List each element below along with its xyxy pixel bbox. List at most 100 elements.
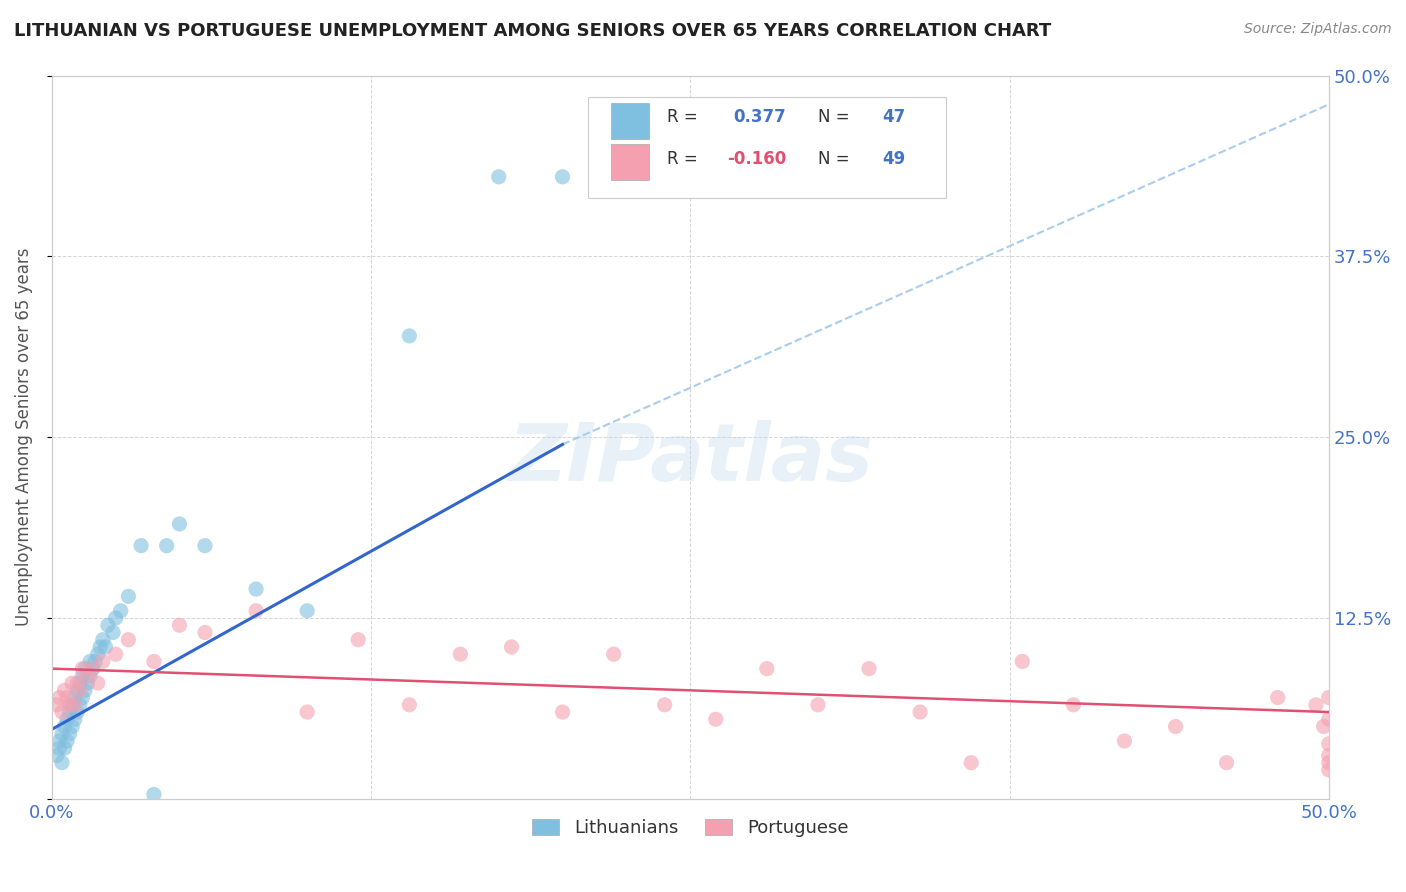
Point <box>48 734 70 748</box>
Point <box>1317 690 1340 705</box>
Point <box>91 654 114 668</box>
Text: 49: 49 <box>882 150 905 168</box>
Point <box>101 625 124 640</box>
Point <box>104 611 127 625</box>
Point <box>60 676 83 690</box>
Point <box>82 662 104 676</box>
Point <box>72 690 94 705</box>
Point <box>156 539 179 553</box>
Point <box>1164 719 1187 733</box>
Point <box>398 329 420 343</box>
Point <box>110 604 132 618</box>
Point <box>56 734 79 748</box>
Point <box>76 669 98 683</box>
Point <box>1305 698 1327 712</box>
Point <box>755 662 778 676</box>
Point <box>1114 734 1136 748</box>
Text: N =: N = <box>818 109 849 127</box>
Point <box>53 741 76 756</box>
Point <box>51 756 73 770</box>
Point <box>117 590 139 604</box>
Point <box>194 539 217 553</box>
Point <box>72 662 94 676</box>
Point <box>63 690 86 705</box>
Legend: Lithuanians, Portuguese: Lithuanians, Portuguese <box>524 812 855 844</box>
Point <box>1312 719 1334 733</box>
Point <box>1317 737 1340 751</box>
Point <box>449 647 471 661</box>
Point <box>69 698 91 712</box>
Point <box>501 640 523 654</box>
Point <box>654 698 676 712</box>
Point <box>94 640 117 654</box>
Point <box>858 662 880 676</box>
Text: ZIPatlas: ZIPatlas <box>508 420 873 498</box>
Point <box>1317 748 1340 763</box>
Text: 47: 47 <box>882 109 905 127</box>
Point <box>117 632 139 647</box>
Point <box>1317 763 1340 777</box>
Point <box>89 640 111 654</box>
Point <box>551 169 574 184</box>
Point <box>398 698 420 712</box>
Point <box>73 662 96 676</box>
Text: R =: R = <box>668 150 697 168</box>
Point <box>82 662 104 676</box>
Point <box>84 654 107 668</box>
Point <box>63 712 86 726</box>
Point <box>142 654 165 668</box>
Point <box>69 676 91 690</box>
Point <box>60 698 83 712</box>
Text: LITHUANIAN VS PORTUGUESE UNEMPLOYMENT AMONG SENIORS OVER 65 YEARS CORRELATION CH: LITHUANIAN VS PORTUGUESE UNEMPLOYMENT AM… <box>14 22 1052 40</box>
Text: -0.160: -0.160 <box>727 150 786 168</box>
Text: R =: R = <box>668 109 697 127</box>
Point <box>56 690 79 705</box>
Point <box>69 683 91 698</box>
Point <box>91 632 114 647</box>
Point <box>73 683 96 698</box>
Point <box>347 632 370 647</box>
Point <box>169 516 191 531</box>
Point <box>48 690 70 705</box>
Point <box>66 705 89 719</box>
Point <box>1317 712 1340 726</box>
Point <box>1267 690 1289 705</box>
Point <box>45 748 67 763</box>
Point <box>488 169 510 184</box>
Point <box>704 712 727 726</box>
Text: 0.377: 0.377 <box>734 109 786 127</box>
Point <box>79 654 101 668</box>
Point <box>59 698 82 712</box>
Point <box>76 676 98 690</box>
Point <box>1317 756 1340 770</box>
Point <box>1062 698 1084 712</box>
Point <box>53 683 76 698</box>
FancyBboxPatch shape <box>588 97 946 199</box>
Point <box>908 705 931 719</box>
Point <box>602 647 624 661</box>
Point <box>1011 654 1033 668</box>
Point <box>87 676 110 690</box>
Point <box>56 712 79 726</box>
Point <box>45 698 67 712</box>
Y-axis label: Unemployment Among Seniors over 65 years: Unemployment Among Seniors over 65 years <box>15 248 32 626</box>
Point <box>1215 756 1237 770</box>
Point <box>66 676 89 690</box>
Point <box>245 582 267 596</box>
Point <box>960 756 983 770</box>
Point <box>87 647 110 661</box>
Text: N =: N = <box>818 150 849 168</box>
Point <box>51 705 73 719</box>
Point <box>63 698 86 712</box>
Point <box>245 604 267 618</box>
Text: Source: ZipAtlas.com: Source: ZipAtlas.com <box>1244 22 1392 37</box>
Point <box>97 618 120 632</box>
Point <box>169 618 191 632</box>
Point <box>59 705 82 719</box>
Point <box>59 727 82 741</box>
Point <box>51 727 73 741</box>
Point <box>104 647 127 661</box>
Point <box>48 741 70 756</box>
Point <box>60 719 83 733</box>
Point <box>807 698 830 712</box>
